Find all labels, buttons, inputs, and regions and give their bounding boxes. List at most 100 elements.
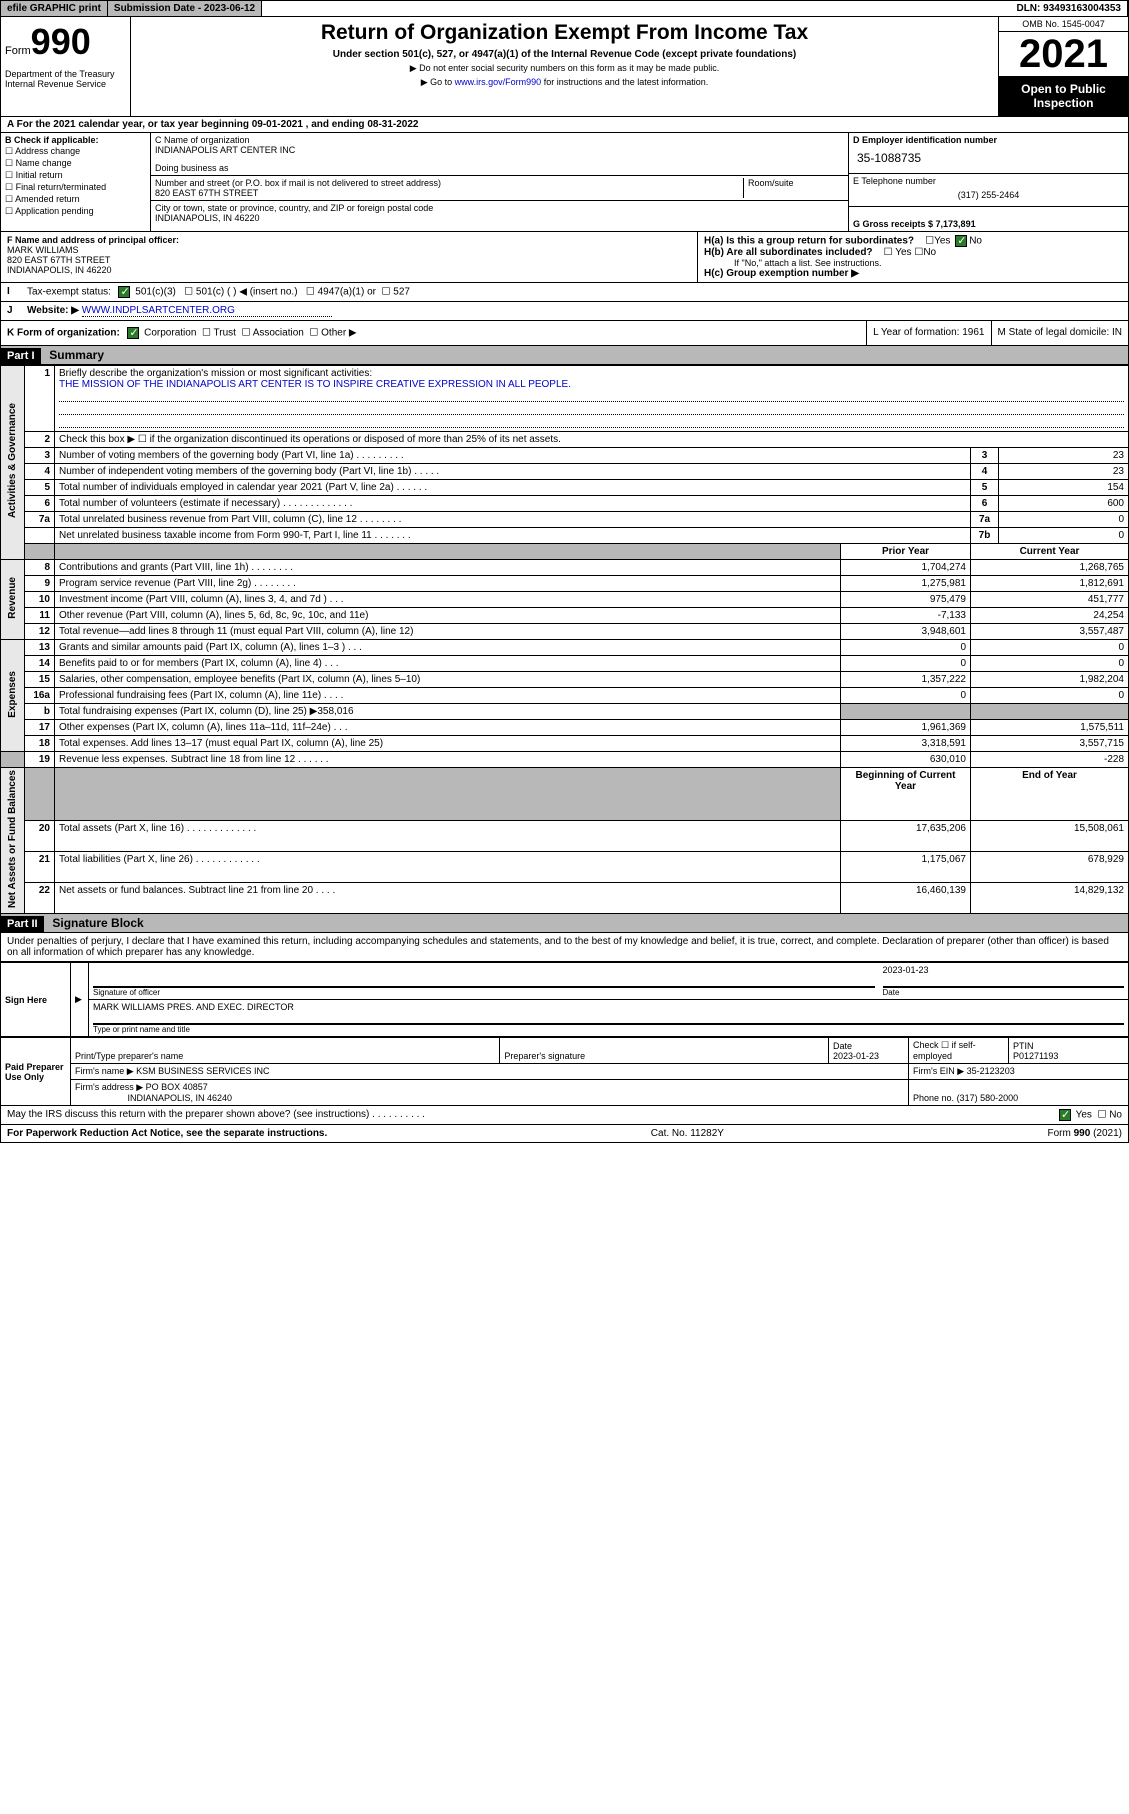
year-formation: L Year of formation: 1961	[866, 321, 991, 345]
entity-block: B Check if applicable: ☐ Address change …	[0, 133, 1129, 232]
chk-name[interactable]: ☐ Name change	[5, 158, 146, 169]
chk-501c3[interactable]	[118, 286, 130, 298]
line13-text: Grants and similar amounts paid (Part IX…	[55, 640, 841, 656]
line3-text: Number of voting members of the governin…	[55, 448, 971, 464]
form-header: Form990 Department of the Treasury Inter…	[0, 17, 1129, 117]
form-id-box: Form990 Department of the Treasury Inter…	[1, 17, 131, 116]
chk-pending[interactable]: ☐ Application pending	[5, 206, 146, 217]
ein-phone: D Employer identification number 35-1088…	[848, 133, 1128, 231]
footer-left: For Paperwork Reduction Act Notice, see …	[7, 1128, 327, 1139]
line8-prior: 1,704,274	[841, 560, 971, 576]
prep-name-label: Print/Type preparer's name	[71, 1038, 500, 1064]
form-org-label: K Form of organization:	[7, 328, 120, 339]
firm-addr1: PO BOX 40857	[146, 1082, 208, 1092]
website-url[interactable]: WWW.INDPLSARTCENTER.ORG	[82, 305, 332, 317]
note-ssn: ▶ Do not enter social security numbers o…	[135, 63, 994, 74]
ein-label: D Employer identification number	[853, 135, 1124, 145]
line5-val: 154	[999, 480, 1129, 496]
line7b-text: Net unrelated business taxable income fr…	[55, 528, 971, 544]
part2-label: Part II	[1, 916, 44, 932]
ha-label: H(a) Is this a group return for subordin…	[704, 236, 914, 247]
q1-text: Briefly describe the organization's miss…	[59, 368, 372, 379]
omb-number: OMB No. 1545-0047	[999, 17, 1128, 32]
part2-bar: Part II Signature Block	[0, 914, 1129, 933]
side-revenue: Revenue	[1, 560, 25, 640]
begin-year-hdr: Beginning of Current Year	[841, 768, 971, 821]
footer: For Paperwork Reduction Act Notice, see …	[0, 1125, 1129, 1143]
phone-value: (317) 255-2464	[853, 186, 1124, 204]
line11-text: Other revenue (Part VIII, column (A), li…	[55, 608, 841, 624]
sig-name-title: MARK WILLIAMS PRES. AND EXEC. DIRECTOR	[93, 1002, 1124, 1024]
paid-preparer-table: Paid Preparer Use Only Print/Type prepar…	[0, 1037, 1129, 1106]
line4-text: Number of independent voting members of …	[55, 464, 971, 480]
line6-text: Total number of volunteers (estimate if …	[55, 496, 971, 512]
line17-text: Other expenses (Part IX, column (A), lin…	[55, 720, 841, 736]
ha-no-checkbox[interactable]	[955, 235, 967, 247]
chk-initial[interactable]: ☐ Initial return	[5, 170, 146, 181]
website-label: Website: ▶	[27, 305, 79, 316]
chk-corp[interactable]	[127, 327, 139, 339]
line7b-val: 0	[999, 528, 1129, 544]
line16b-text: Total fundraising expenses (Part IX, col…	[55, 704, 841, 720]
sig-officer-label: Signature of officer	[93, 987, 875, 997]
line12-text: Total revenue—add lines 8 through 11 (mu…	[55, 624, 841, 640]
website-row: J Website: ▶ WWW.INDPLSARTCENTER.ORG	[0, 302, 1129, 321]
officer-group-row: F Name and address of principal officer:…	[0, 232, 1129, 283]
chk-address[interactable]: ☐ Address change	[5, 146, 146, 157]
sig-date-val: 2023-01-23	[883, 965, 1125, 987]
irs-link[interactable]: www.irs.gov/Form990	[455, 77, 542, 87]
room-label: Room/suite	[744, 178, 844, 198]
sig-declaration: Under penalties of perjury, I declare th…	[0, 933, 1129, 962]
header-title-box: Return of Organization Exempt From Incom…	[131, 17, 998, 116]
firm-name: KSM BUSINESS SERVICES INC	[136, 1066, 269, 1076]
line7a-text: Total unrelated business revenue from Pa…	[55, 512, 971, 528]
submission-date: Submission Date - 2023-06-12	[108, 1, 262, 16]
firm-addr2: INDIANAPOLIS, IN 46240	[128, 1093, 233, 1103]
prior-year-hdr: Prior Year	[841, 544, 971, 560]
phone-label: E Telephone number	[853, 176, 1124, 186]
efile-label: efile GRAPHIC print	[1, 1, 108, 16]
line19-text: Revenue less expenses. Subtract line 18 …	[55, 752, 841, 768]
chk-final[interactable]: ☐ Final return/terminated	[5, 182, 146, 193]
prep-date-label: Date	[833, 1041, 852, 1051]
chk-amended[interactable]: ☐ Amended return	[5, 194, 146, 205]
hb-label: H(b) Are all subordinates included?	[704, 247, 873, 258]
may-irs-yes[interactable]	[1059, 1109, 1071, 1121]
org-address: 820 EAST 67TH STREET	[155, 188, 739, 198]
part1-bar: Part I Summary	[0, 346, 1129, 365]
hc-label: H(c) Group exemption number ▶	[704, 268, 859, 279]
firm-phone-label: Phone no.	[913, 1093, 954, 1103]
header-right-box: OMB No. 1545-0047 2021 Open to Public In…	[998, 17, 1128, 116]
line8-curr: 1,268,765	[971, 560, 1129, 576]
line15-text: Salaries, other compensation, employee b…	[55, 672, 841, 688]
ein-value: 35-1088735	[853, 145, 1124, 171]
line9-text: Program service revenue (Part VIII, line…	[55, 576, 841, 592]
form-org-row: K Form of organization: Corporation ☐ Tr…	[0, 321, 1129, 346]
org-info: C Name of organization INDIANAPOLIS ART …	[151, 133, 848, 231]
paid-preparer-label: Paid Preparer Use Only	[1, 1038, 71, 1106]
sign-here-label: Sign Here	[1, 963, 71, 1037]
firm-name-label: Firm's name ▶	[75, 1066, 134, 1076]
line10-text: Investment income (Part VIII, column (A)…	[55, 592, 841, 608]
may-irs-text: May the IRS discuss this return with the…	[7, 1109, 425, 1121]
addr-label: Number and street (or P.O. box if mail i…	[155, 178, 739, 188]
hb-note: If "No," attach a list. See instructions…	[704, 258, 1122, 268]
line16a-text: Professional fundraising fees (Part IX, …	[55, 688, 841, 704]
type-name-label: Type or print name and title	[93, 1024, 1124, 1034]
line14-text: Benefits paid to or for members (Part IX…	[55, 656, 841, 672]
form-subtitle: Under section 501(c), 527, or 4947(a)(1)…	[135, 49, 994, 60]
ptin-label: PTIN	[1013, 1041, 1034, 1051]
footer-right: Form 990 (2021)	[1048, 1128, 1122, 1139]
side-expenses: Expenses	[1, 640, 25, 752]
form-title: Return of Organization Exempt From Incom…	[135, 21, 994, 45]
firm-phone: (317) 580-2000	[957, 1093, 1019, 1103]
dln: DLN: 93493163004353	[1010, 1, 1128, 16]
check-self-employed[interactable]: Check ☐ if self-employed	[909, 1038, 1009, 1064]
officer-name: MARK WILLIAMS	[7, 245, 79, 255]
summary-table: Activities & Governance 1 Briefly descri…	[0, 365, 1129, 914]
line5-text: Total number of individuals employed in …	[55, 480, 971, 496]
may-irs-row: May the IRS discuss this return with the…	[0, 1106, 1129, 1125]
ptin-val: P01271193	[1013, 1051, 1058, 1061]
officer-addr1: 820 EAST 67TH STREET	[7, 255, 110, 265]
form-number: 990	[31, 21, 91, 62]
